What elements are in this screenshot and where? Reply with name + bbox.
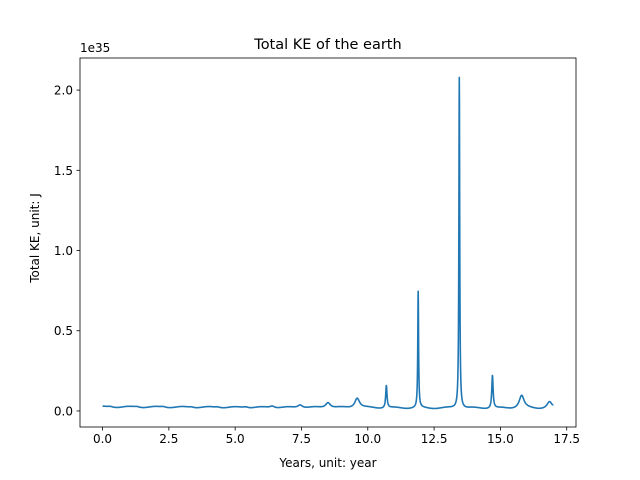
y-tick-label: 0.0 [54, 404, 73, 418]
x-tick-label: 7.5 [292, 432, 311, 446]
y-tick-label: 0.5 [54, 324, 73, 338]
plot-area: 0.0 2.5 5.0 7.5 10.0 12.5 15.0 17.5 0.0 0.5 1.0 1.5… [54, 57, 580, 446]
x-axis-label: Years, unit: year [278, 456, 376, 470]
x-tick-label: 10.0 [354, 432, 381, 446]
y-tick-label: 2.0 [54, 84, 73, 98]
y-tick-label: 1.5 [54, 164, 73, 178]
x-tick-label: 15.0 [487, 432, 514, 446]
y-offset-text: 1e35 [80, 41, 110, 55]
chart-title: Total KE of the earth [253, 37, 401, 53]
x-tick-label: 0.0 [93, 432, 112, 446]
series-line-0 [101, 76, 555, 410]
y-tick-label: 1.0 [54, 244, 73, 258]
x-tick-label: 12.5 [421, 432, 448, 446]
y-axis-label: Total KE, unit: J [28, 193, 42, 284]
x-tick-label: 5.0 [226, 432, 245, 446]
x-tick-label: 2.5 [159, 432, 178, 446]
x-tick-label: 17.5 [553, 432, 580, 446]
axes-frame [79, 57, 577, 428]
